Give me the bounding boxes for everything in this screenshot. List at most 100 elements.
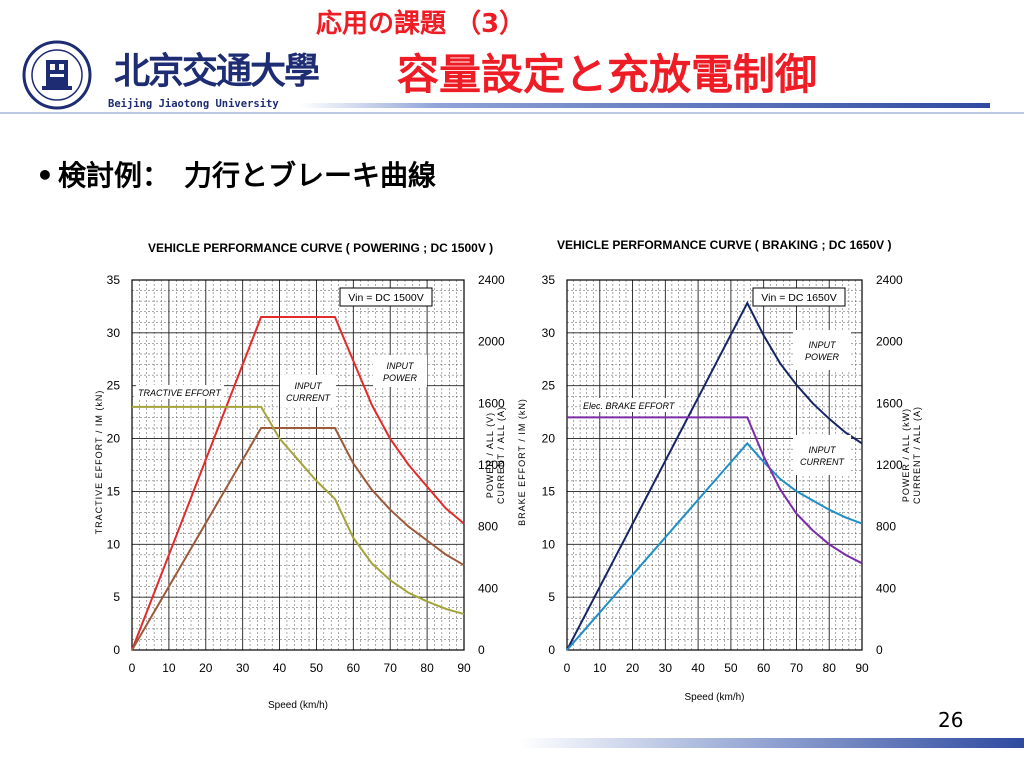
x-tick-label: 40 — [273, 661, 287, 675]
x-tick-label: 60 — [347, 661, 361, 675]
y-left-tick-label: 10 — [542, 537, 556, 551]
x-tick-label: 0 — [129, 661, 136, 675]
annotation-label: CURRENT — [800, 457, 846, 467]
y-left-tick-label: 5 — [548, 590, 555, 604]
x-tick-label: 10 — [593, 661, 607, 675]
annotation-bg — [793, 435, 851, 475]
y-left-tick-label: 30 — [542, 326, 556, 340]
x-tick-label: 80 — [420, 661, 434, 675]
y-right-axis-label-2: CURRENT / ALL (A) — [496, 406, 506, 504]
annotation-label: TRACTIVE EFFORT — [138, 388, 222, 398]
y-left-tick-label: 15 — [107, 484, 121, 498]
vin-label: Vin = DC 1500V — [348, 292, 423, 304]
series-line-0 — [566, 300, 863, 651]
annotation-label: INPUT — [809, 445, 838, 455]
y-left-tick-label: 25 — [107, 379, 121, 393]
annotation-label: POWER — [805, 352, 840, 362]
series-line-1 — [566, 441, 863, 651]
y-right-tick-label: 2400 — [876, 273, 903, 287]
y-left-tick-label: 20 — [107, 432, 121, 446]
series-line-1 — [131, 427, 465, 651]
y-right-tick-label: 800 — [876, 520, 896, 534]
y-left-tick-label: 35 — [542, 273, 556, 287]
x-tick-label: 40 — [691, 661, 705, 675]
x-tick-label: 10 — [162, 661, 176, 675]
y-right-axis-label-1: POWER / ALL (kW) — [901, 408, 911, 502]
powering-curve-svg: VEHICLE PERFORMANCE CURVE ( POWERING ; D… — [94, 241, 506, 711]
university-logo-subtitle: Beijing Jiaotong University — [108, 98, 279, 110]
y-right-tick-label: 0 — [876, 643, 883, 657]
plot-frame — [131, 279, 465, 651]
y-right-tick-label: 400 — [478, 581, 498, 595]
y-left-axis-label: BRAKE EFFORT / IM (kN) — [517, 398, 527, 526]
y-right-axis-label-2: CURRENT / ALL (A) — [912, 406, 922, 504]
braking-curve-svg: VEHICLE PERFORMANCE CURVE ( BRAKING ; DC… — [517, 238, 922, 703]
plot-frame — [566, 279, 863, 651]
y-right-tick-label: 2000 — [478, 335, 505, 349]
x-tick-label: 60 — [757, 661, 771, 675]
y-left-tick-label: 35 — [107, 273, 121, 287]
y-left-tick-label: 10 — [107, 537, 121, 551]
university-logo-text: 北京交通大學 — [114, 50, 320, 92]
y-right-tick-label: 1200 — [876, 458, 903, 472]
annotation-bg — [136, 385, 224, 399]
bullet-dot: • — [36, 159, 54, 192]
y-left-tick-label: 30 — [107, 326, 121, 340]
powering-curve-chart: VEHICLE PERFORMANCE CURVE ( POWERING ; D… — [90, 230, 530, 724]
annotation-label: POWER — [383, 373, 418, 383]
x-tick-label: 50 — [310, 661, 324, 675]
annotation-label: INPUT — [295, 381, 324, 391]
slide-title: 容量設定と充放電制御 — [397, 50, 818, 99]
annotation-label: INPUT — [387, 361, 416, 371]
bullet-text: 検討例： 力行とブレーキ曲線 — [58, 159, 437, 192]
x-axis-label: Speed (km/h) — [684, 692, 744, 703]
vin-box — [752, 287, 846, 307]
x-tick-label: 20 — [199, 661, 213, 675]
chart-title: VEHICLE PERFORMANCE CURVE ( POWERING ; D… — [148, 241, 493, 255]
chart-title: VEHICLE PERFORMANCE CURVE ( BRAKING ; DC… — [557, 238, 892, 252]
y-left-tick-label: 25 — [542, 379, 556, 393]
bullet-item: • 検討例： 力行とブレーキ曲線 — [36, 154, 436, 194]
x-axis-label: Speed (km/h) — [268, 700, 328, 711]
footer-stripe — [520, 738, 1024, 748]
annotation-label: INPUT — [809, 340, 838, 350]
vin-label: Vin = DC 1650V — [761, 292, 836, 304]
annotation-bg — [581, 398, 679, 412]
header-stripe — [300, 103, 990, 108]
annotation-bg — [280, 375, 336, 407]
x-tick-label: 30 — [659, 661, 673, 675]
y-left-tick-label: 20 — [542, 432, 556, 446]
x-tick-label: 70 — [790, 661, 804, 675]
braking-curve-chart: VEHICLE PERFORMANCE CURVE ( BRAKING ; DC… — [515, 230, 955, 714]
series-line-2 — [132, 405, 465, 616]
y-left-tick-label: 0 — [113, 643, 120, 657]
slide-subtitle: 応用の課題 （3） — [316, 9, 526, 39]
annotation-label: CURRENT — [286, 393, 332, 403]
series-line-2 — [567, 416, 863, 565]
x-tick-label: 90 — [457, 661, 471, 675]
y-right-tick-label: 1600 — [478, 396, 505, 410]
y-left-tick-label: 5 — [113, 590, 120, 604]
y-left-axis-label: TRACTIVE EFFORT / IM (kN) — [94, 390, 104, 535]
y-right-tick-label: 2400 — [478, 273, 505, 287]
page-number: 26 — [938, 708, 964, 732]
y-right-axis-label-1: POWER / ALL (V) — [485, 412, 495, 498]
y-left-tick-label: 15 — [542, 484, 556, 498]
y-right-tick-label: 2000 — [876, 335, 903, 349]
y-right-tick-label: 1600 — [876, 396, 903, 410]
annotation-label: Elec. BRAKE EFFORT — [583, 401, 676, 411]
y-left-tick-label: 0 — [548, 643, 555, 657]
annotation-bg — [373, 355, 427, 387]
annotation-bg — [793, 330, 851, 370]
y-right-tick-label: 0 — [478, 643, 485, 657]
vin-box — [339, 287, 433, 307]
x-tick-label: 20 — [626, 661, 640, 675]
x-tick-label: 0 — [564, 661, 571, 675]
university-seal-icon — [22, 40, 92, 110]
x-tick-label: 80 — [823, 661, 837, 675]
header-rule — [0, 112, 1024, 114]
x-tick-label: 50 — [724, 661, 738, 675]
x-tick-label: 90 — [855, 661, 869, 675]
x-tick-label: 30 — [236, 661, 250, 675]
x-tick-label: 70 — [384, 661, 398, 675]
